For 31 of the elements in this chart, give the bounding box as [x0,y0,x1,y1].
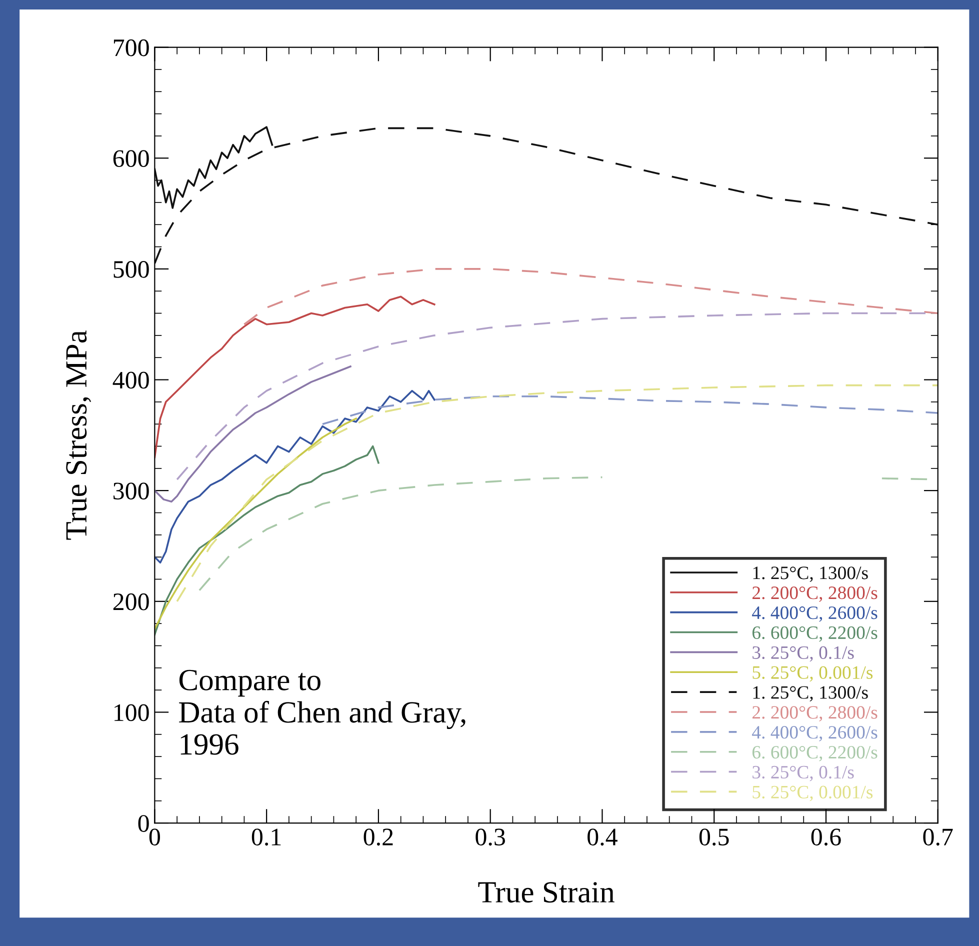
legend-label: 3. 25°C, 0.1/s [752,646,854,662]
y-tick-label: 200 [113,593,149,610]
legend-label: 2. 200°C, 2800/s [752,706,878,722]
legend-label: 1. 25°C, 1300/s [753,686,868,702]
x-tick-label: 0.3 [476,828,505,846]
legend-label: 3. 25°C, 0.1/s [752,766,854,782]
y-tick-label: 400 [112,372,149,389]
y-axis-title: True Stress, MPa [66,330,92,540]
legend-label: 1. 25°C, 1300/s [753,566,868,582]
annotation: Compare to Data of Chen and Gray, 1996 [179,670,466,755]
x-tick-label: 0.1 [252,828,281,846]
x-tick-label: 0.6 [811,828,841,846]
y-tick-label: 500 [114,260,149,278]
x-tick-label: 0.4 [588,828,618,846]
legend-label: 5. 25°C, 0.001/s [752,666,873,682]
legend-label: 4. 400°C, 2600/s [752,726,878,742]
y-tick-label: 600 [113,150,149,168]
legend-label: 5. 25°C, 0.001/s [752,786,873,802]
legend-label: 4. 400°C, 2600/s [752,606,878,622]
legend-label: 2. 200°C, 2800/s [752,586,878,602]
x-tick-label: 0.2 [364,828,393,846]
y-tick-label: 300 [114,482,149,500]
y-tick-label: 100 [114,704,149,722]
x-axis-title: True Strain [478,882,614,903]
y-tick-label: 0 [138,815,149,832]
legend-label: 6. 600°C, 2200/s [752,746,878,762]
x-tick-label: 0 [149,828,160,846]
legend-label: 6. 600°C, 2200/s [752,626,878,642]
x-tick-label: 0.7 [923,828,953,846]
x-tick-label: 0.5 [699,828,729,846]
y-tick-label: 700 [114,39,149,56]
